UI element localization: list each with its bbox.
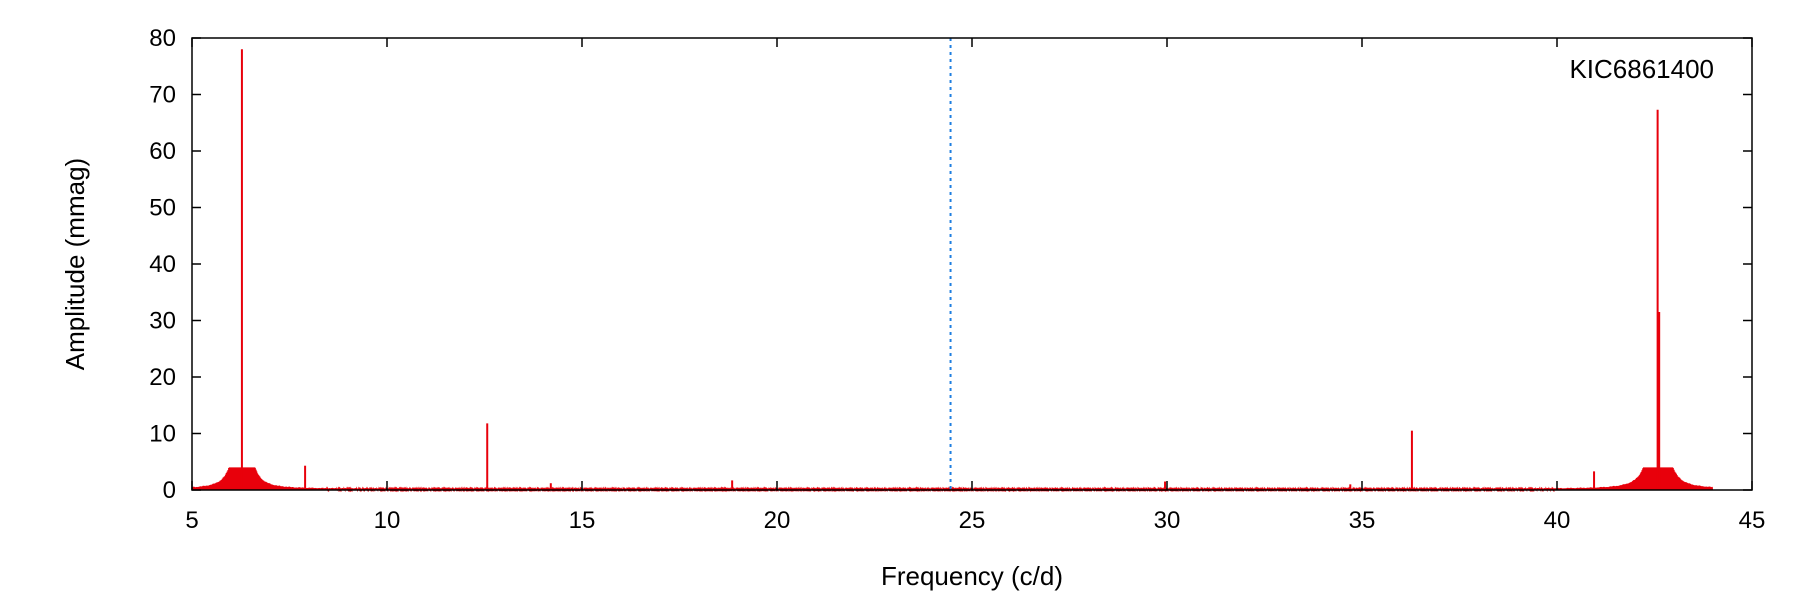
x-tick-label: 10 <box>374 507 401 534</box>
y-tick-label: 40 <box>149 251 176 278</box>
y-tick-label: 80 <box>149 25 176 52</box>
x-tick-label: 40 <box>1544 507 1571 534</box>
x-axis-label: Frequency (c/d) <box>881 561 1063 591</box>
y-axis-label: Amplitude (mmag) <box>60 158 90 370</box>
x-tick-label: 35 <box>1349 507 1376 534</box>
spectrum-layer <box>191 49 1713 493</box>
y-tick-label: 70 <box>149 82 176 109</box>
plot-frame <box>191 37 1753 491</box>
y-tick-label: 0 <box>163 477 176 504</box>
x-tick-label: 25 <box>959 507 986 534</box>
x-tick-label: 45 <box>1739 507 1766 534</box>
x-tick-label: 5 <box>185 507 198 534</box>
y-tick-label: 20 <box>149 364 176 391</box>
y-tick-label: 10 <box>149 421 176 448</box>
y-tick-label: 30 <box>149 308 176 335</box>
x-tick-label: 15 <box>569 507 596 534</box>
star-id-annotation: KIC6861400 <box>1569 54 1714 84</box>
spectrum-noise-floor <box>191 467 1713 493</box>
axis-ticks: 5 10 15 20 25 30 35 40 45 0 10 20 30 40 50 60 70 80 <box>149 25 1765 534</box>
y-tick-label: 50 <box>149 195 176 222</box>
x-tick-label: 20 <box>764 507 791 534</box>
y-tick-label: 60 <box>149 138 176 165</box>
x-tick-label: 30 <box>1154 507 1181 534</box>
